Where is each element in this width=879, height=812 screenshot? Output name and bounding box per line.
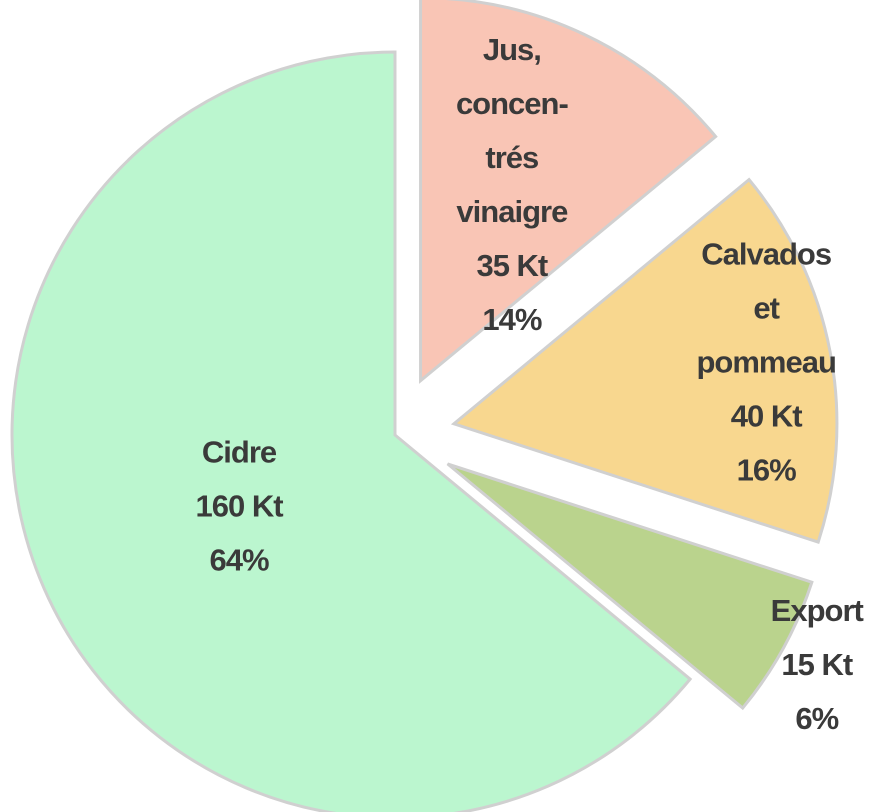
value-label: 14% (482, 302, 541, 337)
pie-slice (446, 462, 814, 711)
category-label: Calvados (701, 236, 831, 271)
value-label: 16% (737, 452, 796, 487)
category-label: concen- (456, 86, 569, 121)
category-label: vinaigre (456, 194, 568, 229)
category-label: pommeau (696, 344, 835, 379)
category-label: Jus, (483, 32, 541, 67)
quantity-label: 35 Kt (476, 248, 547, 283)
value-label: 64% (210, 543, 269, 578)
pie-slice (10, 50, 693, 812)
value-label: 6% (795, 701, 838, 736)
category-label: Export (771, 593, 864, 628)
pie-slice (419, 0, 718, 384)
category-label: Cidre (202, 435, 277, 470)
quantity-label: 15 Kt (781, 647, 852, 682)
category-label: trés (485, 140, 538, 175)
pie-slice (450, 177, 839, 545)
quantity-label: 160 Kt (196, 489, 284, 524)
quantity-label: 40 Kt (731, 398, 802, 433)
category-label: et (753, 290, 779, 325)
